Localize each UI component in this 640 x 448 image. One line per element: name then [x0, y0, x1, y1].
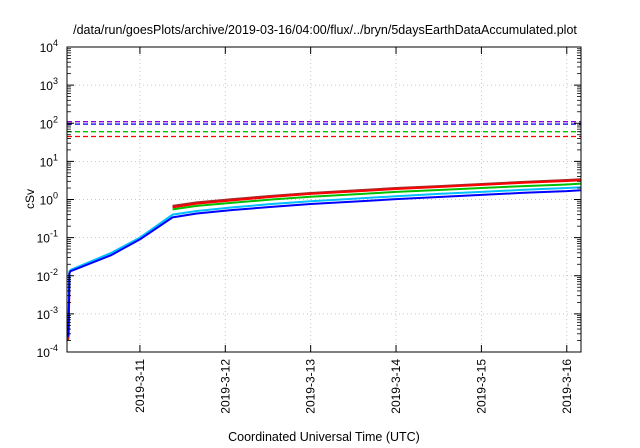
y-tick-label: 10-4 [37, 343, 58, 360]
x-tick-label: 2019-3-16 [560, 359, 574, 414]
x-tick-labels: 2019-3-11 2019-3-12 2019-3-13 2019-3-14 2019… [133, 359, 574, 414]
y-tick-label: 10-3 [37, 305, 58, 322]
data-series [67, 178, 582, 341]
y-axis-label: cSv [23, 189, 37, 209]
x-tick-label: 2019-3-11 [133, 359, 147, 413]
chart-title: /data/run/goesPlots/archive/2019-03-16/0… [73, 23, 577, 37]
threshold-lines [67, 121, 581, 138]
y-tick-label: 10-2 [37, 267, 58, 284]
series-line [69, 189, 582, 273]
y-tick-label: 10-1 [37, 229, 58, 246]
x-tick-label: 2019-3-12 [218, 359, 232, 414]
x-tick-label: 2019-3-14 [389, 359, 403, 414]
y-tick-label: 102 [40, 114, 58, 131]
y-tick-labels: 10-4 10-3 10-2 10-1 100 101 102 103 104 [37, 38, 58, 360]
y-tick-label: 101 [40, 152, 58, 169]
y-tick-label: 100 [40, 191, 58, 208]
series-line [172, 179, 582, 209]
axis-ticks [67, 46, 581, 353]
series-line [172, 182, 582, 211]
y-tick-label: 104 [40, 38, 58, 55]
x-axis-label: Coordinated Universal Time (UTC) [228, 430, 420, 444]
series-line [69, 186, 582, 272]
y-tick-label: 103 [40, 76, 58, 93]
x-tick-label: 2019-3-15 [474, 359, 488, 414]
x-tick-label: 2019-3-13 [304, 359, 318, 414]
